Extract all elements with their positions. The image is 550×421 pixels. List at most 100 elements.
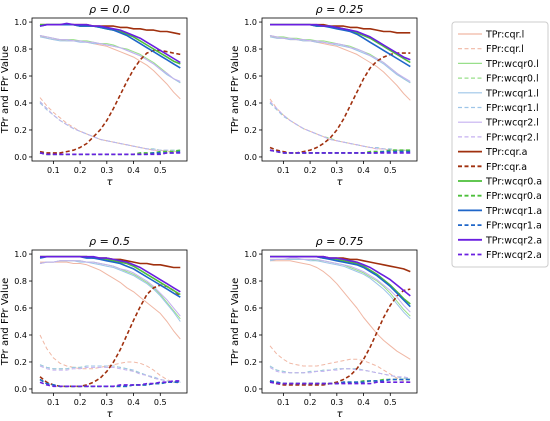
y-tick-label: 0.2	[14, 358, 27, 367]
series-line-FPr-wcqr2-a	[39, 152, 181, 156]
y-tick-label: 0.6	[244, 304, 257, 313]
legend-label: FPr:wcqr1.a	[486, 221, 542, 232]
legend-label: FPr:wcqr2.l	[486, 132, 539, 143]
legend-entries: TPr:cqr.l FPr:cqr.l TPr:wcqr0.l FPr:wcqr0.l…	[458, 30, 542, 261]
y-tick-label: 0.4	[14, 331, 27, 340]
series-line-TPr-wcqr2-a	[270, 255, 411, 297]
y-tick-label: 0.6	[14, 304, 27, 313]
series-line-TPr-cqr-l	[270, 260, 411, 360]
x-tick-label: 0.1	[47, 166, 60, 175]
y-axis-label: TPr and FPr Value	[230, 46, 241, 135]
series-line-TPr-wcqr2-l	[270, 257, 411, 313]
legend-label: FPr:wcqr1.l	[486, 103, 539, 114]
y-tick-label: 0.8	[14, 45, 27, 54]
y-tick-label: 0.2	[244, 126, 257, 135]
legend-entry: TPr:cqr.a	[458, 147, 527, 158]
legend-label: TPr:wcqr0.a	[485, 177, 542, 188]
legend-label: TPr:wcqr0.l	[485, 59, 539, 70]
x-tick-label: 0.1	[277, 398, 290, 407]
series-line-FPr-wcqr2-a	[269, 149, 411, 154]
series-line-FPr-wcqr1-l	[269, 102, 411, 151]
chart-panel-1: 0.1 0.2 0.3 0.4 0.5 0.0 0.2 0.4 0.6 0.8 1.0 ρ = 0.0…	[0, 3, 188, 188]
legend-label: FPr:wcqr2.a	[486, 250, 542, 261]
x-tick-label: 0.5	[384, 166, 397, 175]
x-axis-label: τ	[336, 409, 343, 420]
legend-entry: TPr:wcqr0.l	[458, 59, 539, 70]
x-tick-label: 0.2	[74, 166, 87, 175]
legend-label: TPr:wcqr1.a	[485, 206, 542, 217]
series-line-FPr-cqr-a	[39, 284, 181, 388]
legend-entry: TPr:wcqr1.a	[458, 206, 542, 217]
legend-entry: TPr:wcqr1.l	[458, 88, 539, 99]
y-tick-label: 1.0	[14, 250, 27, 259]
x-tick-label: 0.2	[74, 398, 87, 407]
y-tick-label: 0.0	[244, 153, 257, 162]
legend-label: FPr:cqr.l	[486, 44, 524, 55]
series-line-FPr-wcqr1-a	[39, 150, 181, 156]
x-axis-label: τ	[336, 177, 343, 188]
legend-label: TPr:wcqr2.a	[485, 235, 542, 246]
legend-entry: FPr:cqr.l	[458, 44, 524, 55]
chart-panel-4: 0.1 0.2 0.3 0.4 0.5 0.0 0.2 0.4 0.6 0.8 1.0 ρ = 0.7…	[230, 235, 418, 420]
legend-label: FPr:wcqr0.a	[486, 191, 542, 202]
series-line-FPr-cqr-a	[269, 288, 411, 386]
x-tick-label: 0.3	[100, 166, 113, 175]
y-tick-label: 0.0	[14, 153, 27, 162]
plot-frame	[261, 17, 418, 162]
legend-frame	[451, 21, 549, 268]
legend-label: TPr:cqr.a	[485, 147, 527, 158]
x-tick-label: 0.4	[357, 166, 370, 175]
series-line-FPr-wcqr2-a	[269, 381, 411, 385]
x-tick-label: 0.1	[47, 398, 60, 407]
plot-frame	[261, 249, 418, 394]
series-line-FPr-wcqr2-a	[39, 380, 181, 388]
series-line-TPr-wcqr2-a	[270, 23, 411, 61]
series-line-TPr-cqr-l	[39, 35, 181, 100]
legend-entry: FPr:wcqr0.l	[458, 74, 539, 85]
y-tick-label: 0.8	[14, 277, 27, 286]
legend-label: FPr:wcqr0.l	[486, 74, 539, 85]
x-tick-label: 0.3	[330, 398, 343, 407]
y-axis-label: TPr and FPr Value	[0, 46, 11, 135]
legend-entry: FPr:wcqr1.a	[458, 221, 542, 232]
x-tick-label: 0.2	[304, 166, 317, 175]
series-lines	[39, 255, 181, 388]
series-line-FPr-wcqr2-l	[269, 366, 411, 379]
series-line-TPr-wcqr2-l	[39, 35, 181, 82]
legend-entry: FPr:wcqr0.a	[458, 191, 542, 202]
y-tick-label: 0.4	[244, 331, 257, 340]
legend-label: TPr:wcqr2.l	[485, 118, 539, 129]
legend-entry: FPr:wcqr2.a	[458, 250, 542, 261]
x-axis-label: τ	[106, 177, 113, 188]
series-line-TPr-wcqr1-l	[269, 258, 411, 320]
legend-entry: FPr:wcqr2.l	[458, 132, 539, 143]
chart-panel-2: 0.1 0.2 0.3 0.4 0.5 0.0 0.2 0.4 0.6 0.8 1.0 ρ = 0.2…	[230, 3, 418, 188]
series-line-FPr-cqr-a	[269, 52, 411, 154]
y-tick-label: 0.0	[14, 385, 27, 394]
legend-entry: TPr:wcqr2.a	[458, 235, 542, 246]
y-axis-label: TPr and FPr Value	[0, 278, 11, 367]
y-tick-label: 0.6	[14, 72, 27, 81]
plot-frame	[31, 17, 188, 162]
series-lines	[269, 23, 411, 154]
plot-frame	[31, 249, 188, 394]
series-lines	[39, 22, 181, 156]
x-tick-label: 0.2	[304, 398, 317, 407]
y-tick-label: 0.4	[244, 99, 257, 108]
series-line-TPr-wcqr2-a	[39, 22, 181, 64]
x-tick-label: 0.5	[384, 398, 397, 407]
y-tick-label: 0.8	[244, 45, 257, 54]
y-tick-label: 1.0	[244, 18, 257, 27]
legend-entry: FPr:wcqr1.l	[458, 103, 539, 114]
x-tick-label: 0.3	[330, 166, 343, 175]
series-line-FPr-wcqr2-l	[39, 365, 181, 383]
series-line-FPr-wcqr1-a	[269, 149, 411, 154]
x-tick-label: 0.3	[100, 398, 113, 407]
y-axis-label: TPr and FPr Value	[230, 278, 241, 367]
series-line-FPr-wcqr1-l	[39, 102, 181, 151]
panel-title: ρ = 0.5	[89, 235, 130, 248]
legend-entry: TPr:wcqr0.a	[458, 177, 542, 188]
y-tick-label: 0.2	[14, 126, 27, 135]
panel-title: ρ = 0.25	[316, 3, 364, 16]
series-line-FPr-cqr-l	[269, 98, 411, 151]
